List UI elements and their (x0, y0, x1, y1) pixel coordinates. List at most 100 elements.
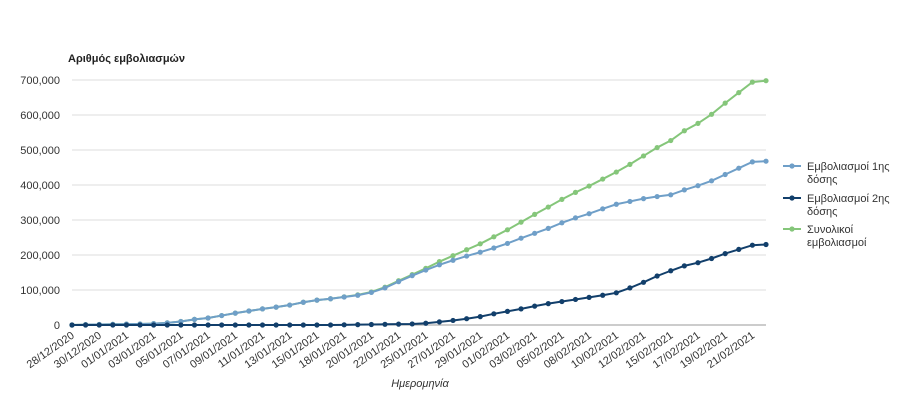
data-point (736, 246, 742, 252)
data-point (613, 169, 619, 175)
data-point (722, 100, 728, 106)
data-point (273, 322, 279, 328)
data-point (273, 304, 279, 310)
data-point (287, 302, 293, 308)
data-point (327, 296, 334, 302)
data-point (259, 306, 266, 312)
data-point (736, 90, 742, 96)
data-point (205, 322, 211, 328)
data-point (749, 159, 755, 165)
data-point (586, 294, 592, 300)
data-point (287, 322, 293, 328)
data-point (246, 308, 252, 314)
data-point (491, 234, 497, 240)
data-point (464, 253, 470, 259)
data-point (668, 137, 674, 144)
legend-swatch-marker (789, 195, 795, 201)
data-point (600, 206, 606, 212)
data-point (205, 315, 211, 321)
data-point (504, 308, 511, 314)
data-point (613, 290, 619, 296)
data-point (178, 322, 184, 328)
legend-swatch-marker (789, 163, 795, 169)
data-point (695, 183, 701, 189)
data-point (722, 171, 728, 178)
data-point (69, 322, 75, 328)
data-point (586, 211, 592, 217)
data-point (545, 301, 551, 307)
data-point (450, 317, 456, 324)
data-point (219, 312, 225, 319)
data-point (749, 79, 755, 85)
data-point (341, 322, 347, 328)
data-point (627, 161, 633, 167)
legend: Εμβολιασμοί 1ης δόσης Εμβολιασμοί 2ης δόσης… (783, 161, 890, 249)
legend-item: Συνολικοί εμβολιασμοί (783, 224, 867, 249)
data-point (613, 201, 619, 207)
data-point (627, 285, 633, 291)
data-point (382, 285, 388, 291)
data-point (559, 196, 565, 202)
legend-label: Συνολικοί εμβολιασμοί (807, 224, 867, 249)
data-point (164, 322, 170, 328)
legend-label: Εμβολιασμοί 1ης δόσης (807, 161, 890, 186)
data-point (518, 235, 524, 241)
data-point (123, 322, 130, 328)
data-point (695, 120, 701, 126)
data-point (654, 144, 660, 151)
data-point (232, 310, 238, 316)
data-point (368, 289, 374, 296)
data-point (395, 279, 402, 285)
data-point (83, 322, 89, 328)
data-point (423, 267, 429, 273)
data-point (355, 292, 361, 298)
data-point (518, 219, 524, 225)
gridlines (72, 79, 766, 291)
legend-item: Εμβολιασμοί 2ης δόσης (783, 193, 890, 218)
data-point (600, 292, 606, 298)
data-point (681, 187, 687, 193)
y-tick-label: 500,000 (20, 145, 60, 157)
series-1 (69, 158, 769, 328)
data-point (477, 249, 483, 255)
data-point (654, 273, 660, 279)
data-point (246, 322, 252, 328)
legend-label: Εμβολιασμοί 2ης δόσης (807, 193, 890, 218)
data-point (763, 78, 769, 84)
y-axis-ticks: 0 100,000 200,000 300,000 400,000 500,000 600,… (20, 75, 60, 332)
data-point (559, 220, 565, 226)
data-point (695, 260, 701, 266)
data-point (300, 299, 306, 305)
y-tick-label: 400,000 (20, 180, 60, 192)
data-point (586, 183, 592, 189)
legend-item: Εμβολιασμοί 1ης δόσης (783, 161, 890, 186)
data-point (232, 322, 238, 328)
y-tick-label: 700,000 (20, 75, 60, 87)
y-axis-label: Αριθμός εμβολιασμών (68, 53, 185, 65)
series-lines (69, 78, 769, 328)
data-point (708, 178, 715, 184)
y-tick-label: 600,000 (20, 110, 60, 122)
data-point (532, 230, 538, 236)
data-point (763, 158, 769, 164)
data-point (395, 321, 402, 327)
data-point (368, 321, 374, 328)
data-point (640, 196, 647, 202)
data-point (259, 322, 266, 328)
series-line (72, 243, 767, 326)
data-point (559, 298, 565, 305)
data-point (708, 111, 715, 117)
data-point (314, 322, 320, 328)
data-point (572, 189, 579, 195)
data-point (110, 322, 116, 328)
data-point (450, 257, 456, 263)
data-point (409, 273, 415, 279)
data-point (314, 297, 320, 303)
data-point (341, 294, 347, 300)
data-point (627, 198, 633, 205)
data-point (640, 279, 647, 285)
series-line (71, 160, 767, 326)
data-point (545, 204, 551, 210)
